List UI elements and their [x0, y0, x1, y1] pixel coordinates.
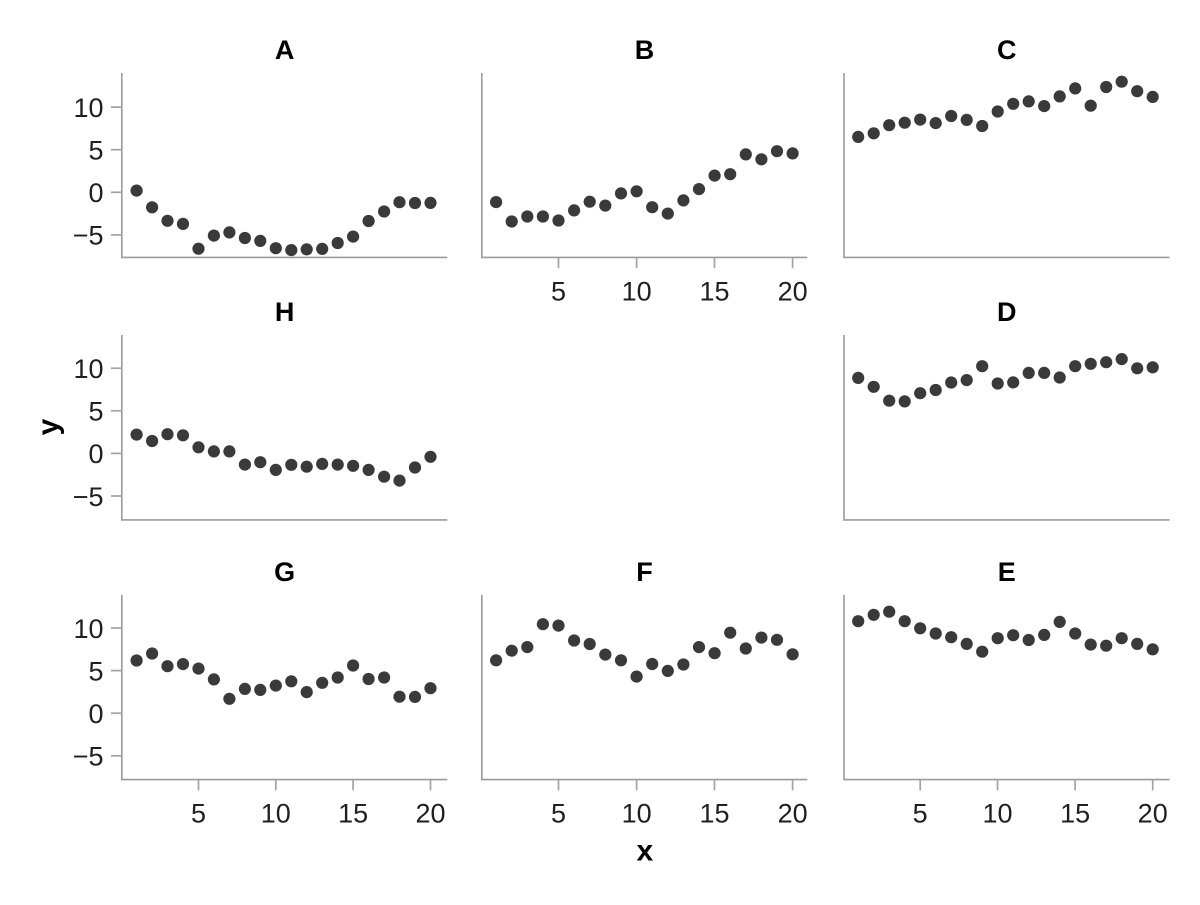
svg-text:20: 20: [1138, 799, 1168, 829]
svg-text:y: y: [32, 418, 65, 435]
svg-text:10: 10: [982, 799, 1012, 829]
svg-text:D: D: [997, 297, 1017, 327]
svg-text:15: 15: [699, 276, 729, 306]
svg-text:A: A: [275, 35, 295, 65]
svg-text:10: 10: [622, 799, 652, 829]
svg-text:−5: −5: [73, 742, 104, 772]
svg-text:−5: −5: [73, 482, 104, 512]
svg-text:0: 0: [88, 178, 103, 208]
svg-text:x: x: [637, 835, 654, 868]
svg-text:15: 15: [1060, 799, 1090, 829]
svg-text:0: 0: [88, 699, 103, 729]
svg-text:G: G: [274, 557, 295, 587]
svg-text:5: 5: [913, 799, 928, 829]
svg-text:F: F: [636, 557, 653, 587]
svg-text:0: 0: [88, 439, 103, 469]
svg-text:20: 20: [415, 799, 445, 829]
svg-text:10: 10: [622, 276, 652, 306]
svg-text:5: 5: [551, 276, 566, 306]
svg-text:10: 10: [261, 799, 291, 829]
svg-text:15: 15: [338, 799, 368, 829]
svg-text:10: 10: [73, 354, 103, 384]
svg-text:20: 20: [778, 276, 808, 306]
svg-text:5: 5: [191, 799, 206, 829]
svg-text:10: 10: [73, 614, 103, 644]
svg-text:5: 5: [88, 656, 103, 686]
svg-text:5: 5: [88, 397, 103, 427]
svg-text:20: 20: [778, 799, 808, 829]
svg-text:5: 5: [551, 799, 566, 829]
svg-text:10: 10: [73, 93, 103, 123]
svg-text:5: 5: [88, 136, 103, 166]
svg-text:−5: −5: [73, 221, 104, 251]
svg-text:E: E: [998, 557, 1016, 587]
svg-text:H: H: [275, 297, 295, 327]
svg-text:C: C: [997, 35, 1017, 65]
svg-text:B: B: [635, 35, 655, 65]
svg-text:15: 15: [699, 799, 729, 829]
